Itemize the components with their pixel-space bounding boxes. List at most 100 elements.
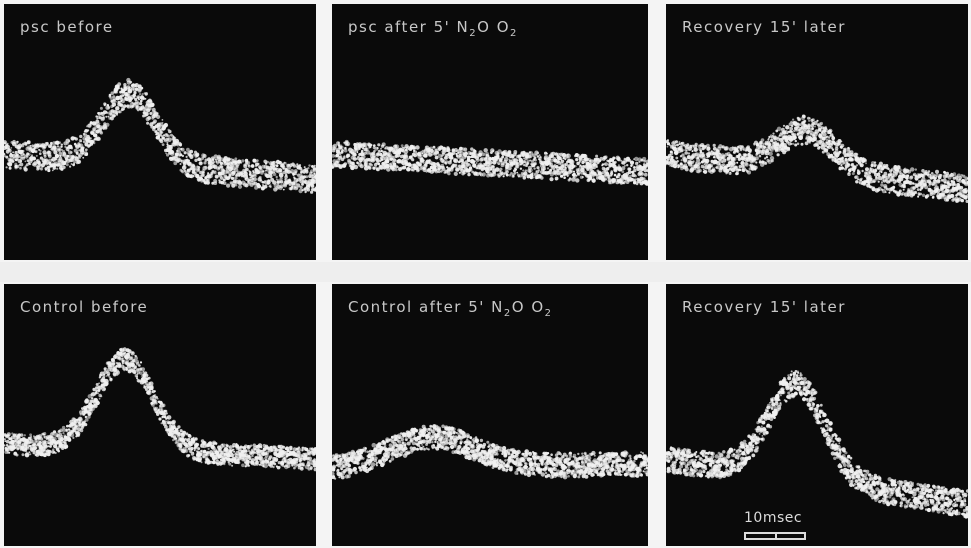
trace-dot (29, 144, 32, 147)
trace-dot (120, 87, 123, 90)
trace-dot (698, 161, 701, 165)
trace-dot (704, 170, 708, 174)
trace-dot (608, 165, 611, 169)
trace-dot (174, 152, 179, 157)
trace-dot (39, 437, 44, 441)
trace-dot (207, 441, 212, 446)
trace-dot (959, 189, 963, 193)
trace-dot (933, 182, 938, 187)
trace-dot (453, 158, 459, 163)
trace-dot (958, 175, 963, 180)
trace-dot (522, 169, 525, 172)
trace-dot (918, 193, 921, 196)
trace-dot (31, 154, 33, 157)
trace-dot (595, 165, 598, 168)
trace-dot (228, 445, 233, 450)
trace-dot (112, 102, 117, 107)
trace-dot (884, 191, 887, 194)
trace-dot (206, 452, 209, 455)
trace-dot (8, 148, 12, 153)
trace-dot (174, 429, 179, 433)
trace-dot (743, 170, 745, 173)
trace-dot (186, 147, 190, 152)
trace-dot (215, 160, 218, 163)
trace-dot (64, 145, 67, 148)
trace-dot (20, 149, 24, 153)
trace-dot (898, 189, 902, 193)
trace-dot (58, 156, 63, 161)
trace-dot (951, 174, 953, 177)
trace-dot (512, 175, 515, 178)
trace-dot (760, 138, 765, 142)
trace-dot (99, 371, 105, 377)
trace-dot (214, 170, 217, 173)
trace-dot (274, 448, 279, 452)
trace-dot (794, 143, 798, 147)
trace-dot (855, 164, 859, 167)
trace-dot (417, 152, 420, 156)
trace-dot (380, 147, 382, 150)
trace-dot (82, 156, 85, 159)
trace-dot (774, 140, 777, 144)
trace-dot (245, 450, 248, 453)
trace-dot (58, 151, 62, 155)
trace-dot (627, 170, 632, 174)
trace-dot (107, 373, 110, 377)
trace-dot (949, 184, 952, 186)
trace-dot (807, 123, 811, 127)
trace-dot (834, 157, 837, 160)
trace-dot (962, 179, 966, 182)
trace-dot (234, 157, 238, 161)
trace-dot (616, 166, 618, 169)
trace-dot (847, 163, 850, 166)
trace-dot (674, 144, 677, 147)
trace-dot (468, 167, 473, 172)
trace-dot (304, 169, 309, 174)
trace-dot (467, 172, 471, 177)
trace-dot (166, 141, 169, 144)
trace-dot (554, 176, 559, 181)
trace-dot (803, 123, 807, 128)
trace-dot (633, 181, 637, 185)
trace-dot (819, 129, 822, 132)
trace-dot (54, 451, 57, 455)
trace-dot (876, 166, 881, 170)
trace-control-before (4, 347, 316, 472)
trace-dot (877, 180, 880, 183)
trace-dot (857, 171, 861, 175)
trace-dot (182, 165, 187, 170)
trace-dot (571, 167, 574, 170)
trace-dot (923, 179, 926, 182)
trace-dot (352, 150, 356, 154)
trace-dot (245, 160, 251, 166)
trace-dot (187, 454, 190, 457)
trace-dot (877, 171, 881, 175)
trace-dot (411, 158, 415, 162)
trace-dot (303, 171, 306, 174)
trace-dot (117, 85, 120, 88)
trace-dot (178, 432, 181, 435)
trace-dot (352, 152, 357, 157)
trace-dot (666, 139, 670, 142)
trace-dot (266, 160, 269, 164)
trace-dot (819, 142, 822, 146)
trace-dot (921, 169, 925, 173)
trace-dot (753, 167, 757, 171)
trace-dot (564, 167, 567, 170)
trace-dot (676, 143, 679, 147)
trace-dot (67, 139, 71, 143)
trace-dot (725, 168, 730, 173)
trace-dot (397, 166, 399, 168)
trace-dot (873, 161, 877, 164)
trace-dot (303, 175, 307, 179)
trace-dot (338, 164, 343, 169)
trace-dot (241, 463, 245, 468)
trace-dot (633, 168, 637, 173)
trace-dot (230, 176, 235, 180)
trace-dot (692, 160, 695, 163)
trace-dot (881, 181, 883, 184)
trace-dot (120, 364, 125, 368)
trace-dot (170, 150, 175, 154)
trace-dot (273, 462, 277, 466)
